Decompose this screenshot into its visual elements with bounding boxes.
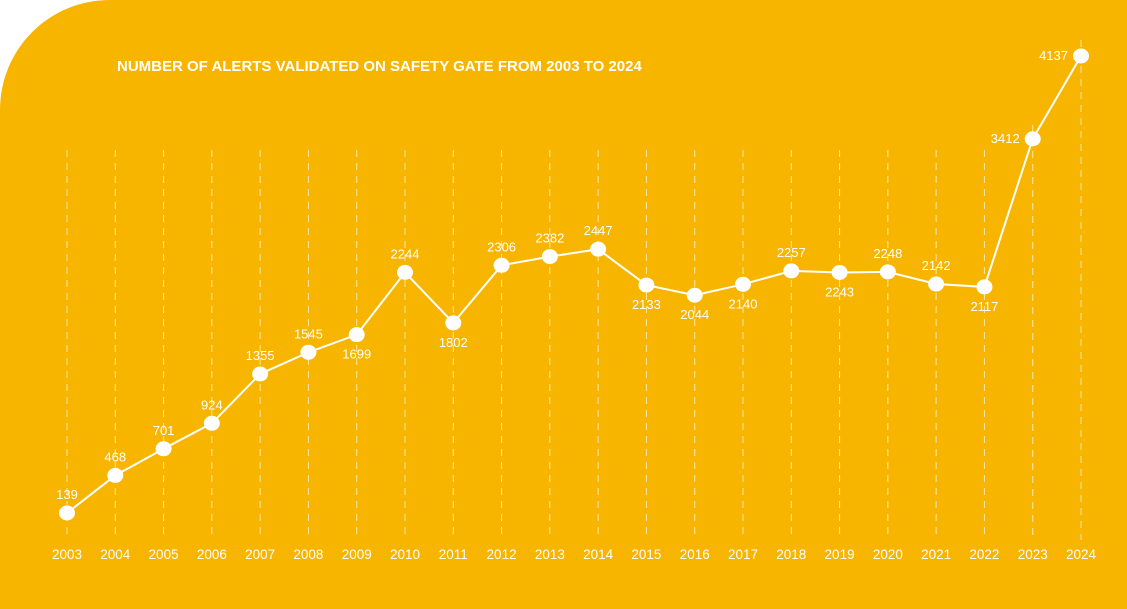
- x-tick-label-2003: 2003: [52, 547, 82, 562]
- x-tick-label-2015: 2015: [631, 547, 661, 562]
- value-label-2020: 2248: [873, 246, 902, 261]
- x-tick-label-2007: 2007: [245, 547, 275, 562]
- data-point-2015: [638, 277, 655, 293]
- value-label-2010: 2244: [391, 246, 420, 261]
- data-point-2008: [300, 344, 317, 360]
- value-label-2011: 1802: [439, 335, 468, 350]
- x-tick-label-2009: 2009: [342, 547, 372, 562]
- x-tick-label-2019: 2019: [825, 547, 855, 562]
- value-label-2017: 2140: [729, 296, 758, 311]
- data-point-2011: [445, 315, 462, 331]
- data-point-2006: [203, 415, 220, 431]
- value-label-2004: 468: [104, 449, 126, 464]
- series-line: [66, 55, 1082, 514]
- value-label-2008: 1545: [294, 326, 323, 341]
- value-label-2016: 2044: [680, 307, 709, 322]
- data-point-2004: [107, 467, 124, 483]
- x-tick-label-2024: 2024: [1066, 547, 1097, 562]
- x-axis-labels: 2003 2004 2005 2006 2007 2008 2009 2010 2011 2012…: [52, 547, 1097, 562]
- value-label-2005: 701: [153, 423, 175, 438]
- data-point-2016: [686, 287, 703, 303]
- x-tick-label-2014: 2014: [583, 547, 614, 562]
- value-label-2019: 2243: [825, 284, 854, 299]
- data-point-2009: [348, 327, 365, 343]
- x-tick-label-2023: 2023: [1018, 547, 1048, 562]
- value-label-2003: 139: [56, 487, 78, 502]
- x-tick-label-2022: 2022: [969, 547, 999, 562]
- x-tick-label-2017: 2017: [728, 547, 758, 562]
- data-point-2003: [59, 505, 75, 521]
- x-tick-label-2004: 2004: [100, 547, 131, 562]
- value-label-2009: 1699: [342, 347, 371, 362]
- x-tick-label-2010: 2010: [390, 547, 420, 562]
- x-tick-label-2020: 2020: [873, 547, 903, 562]
- data-point-2022: [976, 279, 993, 295]
- x-tick-label-2006: 2006: [197, 547, 227, 562]
- value-label-2013: 2382: [535, 231, 564, 246]
- data-point-2021: [928, 276, 945, 292]
- x-tick-label-2018: 2018: [776, 547, 806, 562]
- data-point-2007: [252, 366, 269, 382]
- value-label-2007: 1355: [246, 348, 275, 363]
- data-point-2017: [735, 276, 751, 292]
- series-line-layer: [66, 55, 1082, 514]
- x-tick-label-2008: 2008: [293, 547, 323, 562]
- data-point-2019: [831, 264, 848, 280]
- data-point-2012: [493, 257, 510, 273]
- value-label-2022: 2117: [970, 299, 998, 314]
- chart-title: NUMBER OF ALERTS VALIDATED ON SAFETY GAT…: [117, 58, 642, 75]
- value-label-2024: 4137: [1039, 48, 1068, 63]
- grid-lines: [66, 40, 1082, 540]
- value-label-2023: 3412: [991, 131, 1020, 146]
- data-point-2018: [783, 263, 800, 279]
- value-label-2018: 2257: [777, 245, 806, 260]
- data-points: [59, 48, 1089, 521]
- data-point-2010: [397, 264, 413, 280]
- x-tick-label-2011: 2011: [439, 547, 468, 562]
- value-label-2012: 2306: [487, 239, 516, 254]
- data-point-2020: [879, 264, 896, 280]
- value-label-2006: 924: [201, 397, 223, 412]
- data-point-2014: [590, 241, 607, 257]
- value-label-2014: 2447: [584, 223, 613, 238]
- x-tick-label-2013: 2013: [535, 547, 565, 562]
- value-label-2015: 2133: [632, 297, 661, 312]
- data-point-2024: [1073, 48, 1089, 64]
- value-label-2021: 2142: [922, 258, 951, 273]
- data-point-2013: [541, 249, 558, 265]
- data-point-2023: [1024, 131, 1041, 147]
- value-labels: 139 468 701 924 1355 1545 1699 2244 1802 2306 2382…: [56, 48, 1068, 502]
- data-point-2005: [155, 441, 172, 457]
- x-tick-label-2016: 2016: [680, 547, 710, 562]
- x-tick-label-2005: 2005: [149, 547, 179, 562]
- x-tick-label-2021: 2021: [921, 547, 951, 562]
- x-tick-label-2012: 2012: [487, 547, 517, 562]
